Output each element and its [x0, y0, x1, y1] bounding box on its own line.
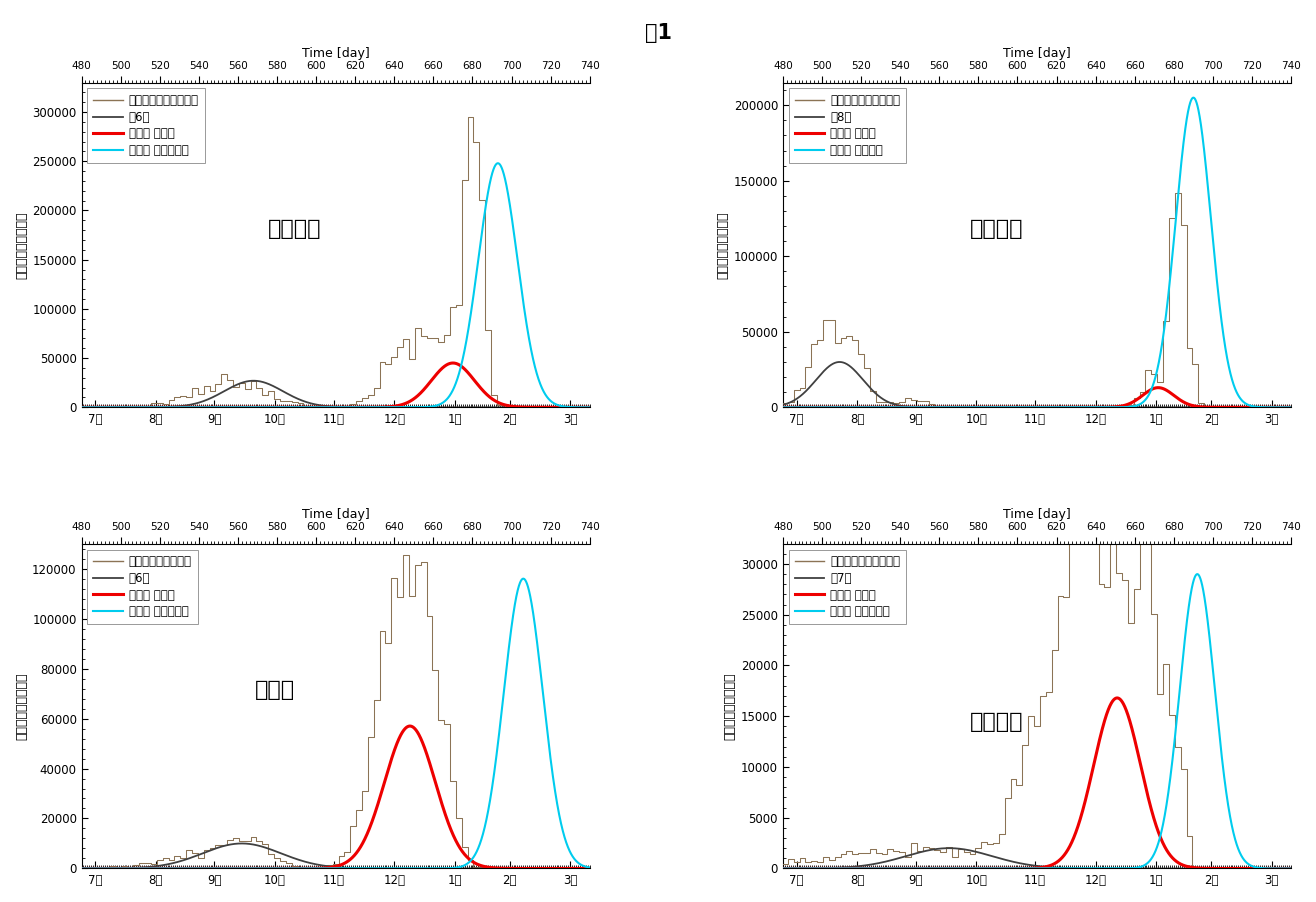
- Y-axis label: 日毎の新規陽性者率: 日毎の新規陽性者率: [716, 211, 729, 279]
- Text: ベルギー: ベルギー: [970, 713, 1023, 732]
- Y-axis label: 日毎の新規陽性者率: 日毎の新規陽性者率: [14, 211, 28, 279]
- Legend: ドイツ陽性者データ, 第6種, 山火事 デルタ, 山火事 オミクロン: ドイツ陽性者データ, 第6種, 山火事 デルタ, 山火事 オミクロン: [87, 549, 197, 624]
- Text: スペイン: スペイン: [970, 218, 1023, 239]
- Text: ドイツ: ドイツ: [254, 680, 295, 700]
- Text: 図1: 図1: [645, 23, 671, 42]
- Legend: スペイン陽性者データ, 第8種, 山火事 デルタ, 山火事 ミクロン: スペイン陽性者データ, 第8種, 山火事 デルタ, 山火事 ミクロン: [788, 88, 905, 163]
- Text: フランス: フランス: [268, 218, 321, 239]
- X-axis label: Time [day]: Time [day]: [1003, 508, 1071, 520]
- X-axis label: Time [day]: Time [day]: [301, 47, 370, 60]
- X-axis label: Time [day]: Time [day]: [1003, 47, 1071, 60]
- X-axis label: Time [day]: Time [day]: [301, 508, 370, 520]
- Y-axis label: 日毎の新規陽性者率: 日毎の新規陽性者率: [724, 672, 737, 740]
- Legend: ベルギー陽性者データ, 第7種, 山火事 デルタ, 山火事 オミクロン: ベルギー陽性者データ, 第7種, 山火事 デルタ, 山火事 オミクロン: [788, 549, 905, 624]
- Legend: フランス陽性者データ, 第6種, 山火事 デルタ, 山火事 オミクロン: フランス陽性者データ, 第6種, 山火事 デルタ, 山火事 オミクロン: [87, 88, 205, 163]
- Y-axis label: 日毎の新規陽性者率: 日毎の新規陽性者率: [14, 672, 28, 740]
